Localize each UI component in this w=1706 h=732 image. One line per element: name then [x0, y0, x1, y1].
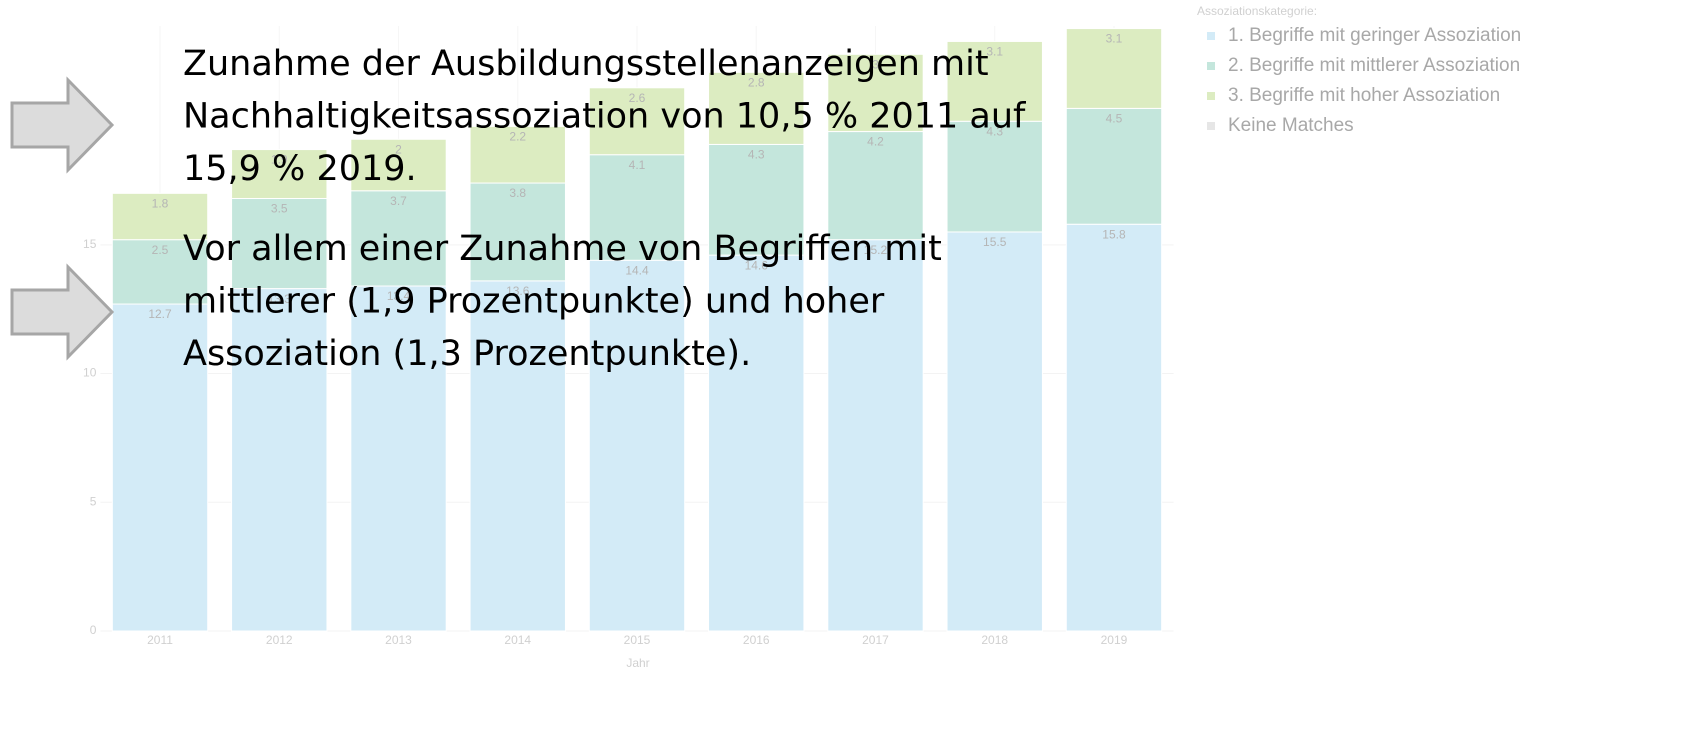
- x-tick-label: 2018: [981, 633, 1008, 647]
- note-text: Assoziation (1,3 Prozentpunkte).: [183, 334, 751, 374]
- note-text: Vor allem einer Zunahme von Begriffen mi…: [183, 229, 942, 269]
- value-label: 1.9: [271, 153, 288, 167]
- arrow: [10, 263, 115, 361]
- value-label: 13.3: [268, 292, 292, 306]
- x-tick-label: 2013: [385, 633, 412, 647]
- bar-segment: [111, 239, 209, 305]
- x-tick-label: 2011: [147, 633, 173, 647]
- legend-marker: [1207, 122, 1215, 130]
- x-tick-label: 2014: [504, 633, 531, 647]
- value-label: 12.7: [148, 307, 172, 321]
- bar-segment: [708, 143, 805, 256]
- bar-segment: [708, 71, 805, 145]
- bar-segment: [827, 239, 924, 632]
- bar-segment: [946, 40, 1043, 122]
- value-label: 4.3: [748, 148, 765, 162]
- bar-segment: [469, 280, 566, 632]
- bar-segment: [111, 192, 209, 241]
- bar-segment: [1065, 28, 1163, 109]
- value-label: 14.4: [625, 263, 649, 277]
- value-label: 2.5: [152, 243, 169, 257]
- x-tick-label: 2017: [862, 633, 889, 647]
- bar-segment: [469, 182, 566, 282]
- value-label: 3: [872, 57, 879, 71]
- chart: 0 5 10 15 2011 12.7 2.5 1.8 2012 13.3 3.5 1.9 2013 13…: [83, 26, 1174, 647]
- legend-label: 2. Begriffe mit mittlerer Assoziation: [1228, 55, 1520, 76]
- x-axis-label: Jahr: [626, 656, 649, 670]
- value-label: 2: [395, 142, 402, 156]
- value-label: 3.7: [390, 194, 407, 208]
- overlay: Zunahme der Ausbildungsstellenanzeigen m…: [10, 44, 1026, 374]
- value-label: 2.6: [629, 91, 646, 105]
- value-label: 15.2: [864, 243, 888, 257]
- value-label: 3.8: [509, 186, 526, 200]
- legend-marker: [1207, 62, 1215, 70]
- note-text: Nachhaltigkeitsassoziation von 10,5 % 20…: [183, 97, 1026, 137]
- note-text: mittlerer (1,9 Prozentpunkte) und hoher: [183, 282, 885, 322]
- value-label: 4.1: [629, 158, 646, 172]
- value-label: 2.8: [748, 76, 765, 90]
- bar-segment: [708, 254, 805, 632]
- bar-segment: [350, 138, 447, 192]
- y-tick-label: 15: [83, 237, 97, 251]
- value-label: 2.2: [509, 130, 526, 144]
- x-tick-label: 2019: [1101, 633, 1128, 647]
- bar-segment: [231, 149, 328, 199]
- bar-segment: [231, 197, 328, 290]
- bar-segment: [946, 231, 1043, 632]
- bar-segment: [827, 53, 924, 133]
- bar-segment: [231, 288, 328, 632]
- note-text: Zunahme der Ausbildungsstellenanzeigen m…: [183, 44, 989, 84]
- bar-segment: [469, 125, 566, 184]
- bar-segment: [588, 154, 686, 261]
- legend-label: 3. Begriffe mit hoher Assoziation: [1228, 85, 1500, 106]
- value-label: 15.8: [1102, 227, 1126, 241]
- x-tick-label: 2016: [743, 633, 770, 647]
- y-tick-label: 0: [90, 623, 97, 637]
- value-label: 3.1: [986, 45, 1003, 59]
- bar-segment: [350, 190, 447, 287]
- value-label: 3.1: [1106, 32, 1123, 46]
- value-label: 3.5: [271, 202, 288, 216]
- legend-label: 1. Begriffe mit geringer Assoziation: [1228, 25, 1521, 46]
- value-label: 4.5: [1106, 112, 1123, 126]
- value-label: 14.6: [745, 258, 769, 272]
- bar-segment: [827, 131, 924, 241]
- legend-marker: [1207, 32, 1215, 40]
- legend-marker: [1207, 92, 1215, 100]
- note-text: 15,9 % 2019.: [183, 149, 417, 189]
- value-label: 4.3: [986, 124, 1003, 138]
- value-label: 4.2: [867, 135, 884, 149]
- x-tick-label: 2015: [624, 633, 651, 647]
- y-tick-label: 5: [90, 494, 97, 508]
- y-tick-label: 10: [83, 366, 97, 380]
- value-label: 1.8: [152, 197, 169, 211]
- bar-segment: [1065, 223, 1163, 632]
- bar-segment: [588, 87, 686, 156]
- x-tick-label: 2012: [266, 633, 293, 647]
- bar-segment: [946, 120, 1043, 233]
- legend-label: Keine Matches: [1228, 115, 1354, 136]
- bar-segment: [111, 303, 209, 632]
- value-label: 13.4: [387, 289, 411, 303]
- bar-segment: [350, 285, 447, 632]
- arrow: [10, 76, 115, 174]
- value-label: 15.5: [983, 235, 1007, 249]
- bar-segment: [1065, 107, 1163, 225]
- bar-segment: [588, 259, 686, 632]
- legend-title: Assoziationskategorie:: [1197, 4, 1317, 18]
- value-label: 13.6: [506, 284, 530, 298]
